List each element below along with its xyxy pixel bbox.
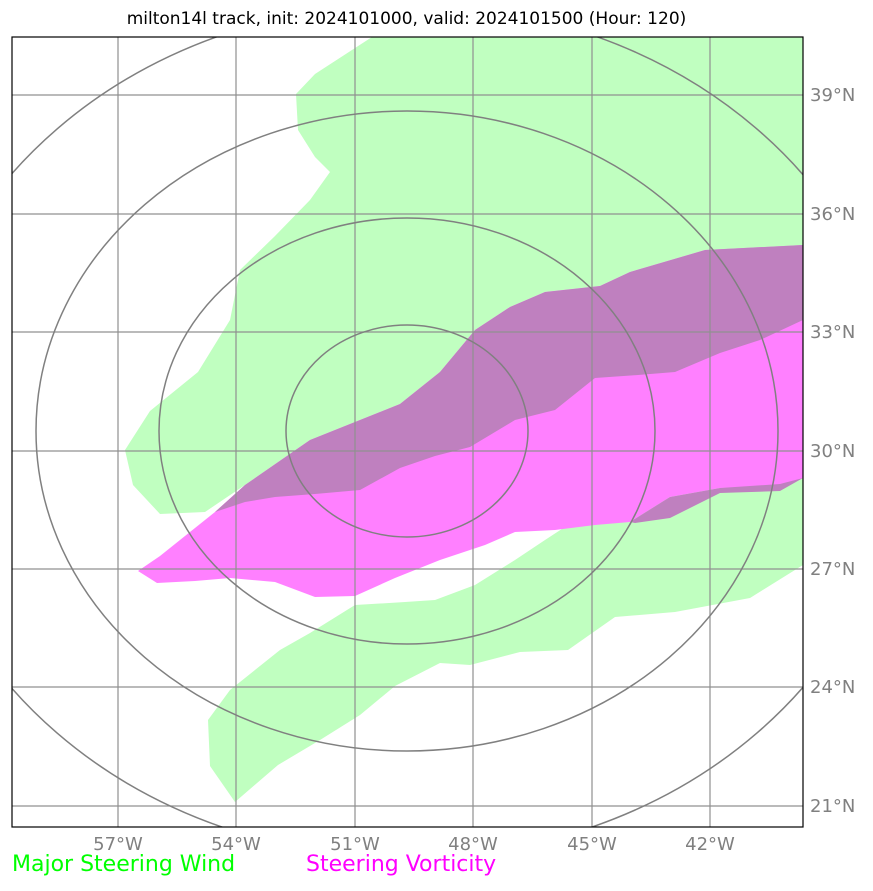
lon-label: 48°W: [448, 834, 498, 855]
overlap-region-south: [630, 478, 803, 523]
range-ring-3: [35, 110, 779, 752]
legend-steering-vorticity: Steering Vorticity: [306, 852, 497, 877]
longitude-labels: 57°W 54°W 51°W 48°W 45°W 42°W: [93, 834, 735, 855]
lon-label: 51°W: [330, 834, 380, 855]
range-ring-1: [285, 324, 529, 538]
range-ring-2: [158, 217, 656, 645]
map-layers: [12, 37, 803, 827]
map-frame: [11, 36, 804, 828]
overlap-region-north: [215, 245, 803, 512]
lat-label: 21°N: [810, 796, 855, 817]
range-rings: [12, 37, 803, 827]
graticule: [12, 37, 803, 827]
lon-label: 57°W: [93, 834, 143, 855]
lon-label: 42°W: [685, 834, 735, 855]
steering-wind-region-north: [125, 37, 803, 514]
steering-wind-region-south: [208, 470, 803, 802]
lat-label: 30°N: [810, 441, 855, 462]
lat-label: 39°N: [810, 85, 855, 106]
lat-label: 36°N: [810, 204, 855, 225]
latitude-labels: 39°N 36°N 33°N 30°N 27°N 24°N 21°N: [810, 85, 855, 817]
lon-label: 54°W: [211, 834, 261, 855]
map-title: milton14l track, init: 2024101000, valid…: [126, 9, 687, 29]
lon-label: 45°W: [567, 834, 617, 855]
legend-major-steering-wind: Major Steering Wind: [12, 852, 236, 877]
lat-label: 24°N: [810, 677, 855, 698]
lat-label: 33°N: [810, 322, 855, 343]
lat-label: 27°N: [810, 559, 855, 580]
